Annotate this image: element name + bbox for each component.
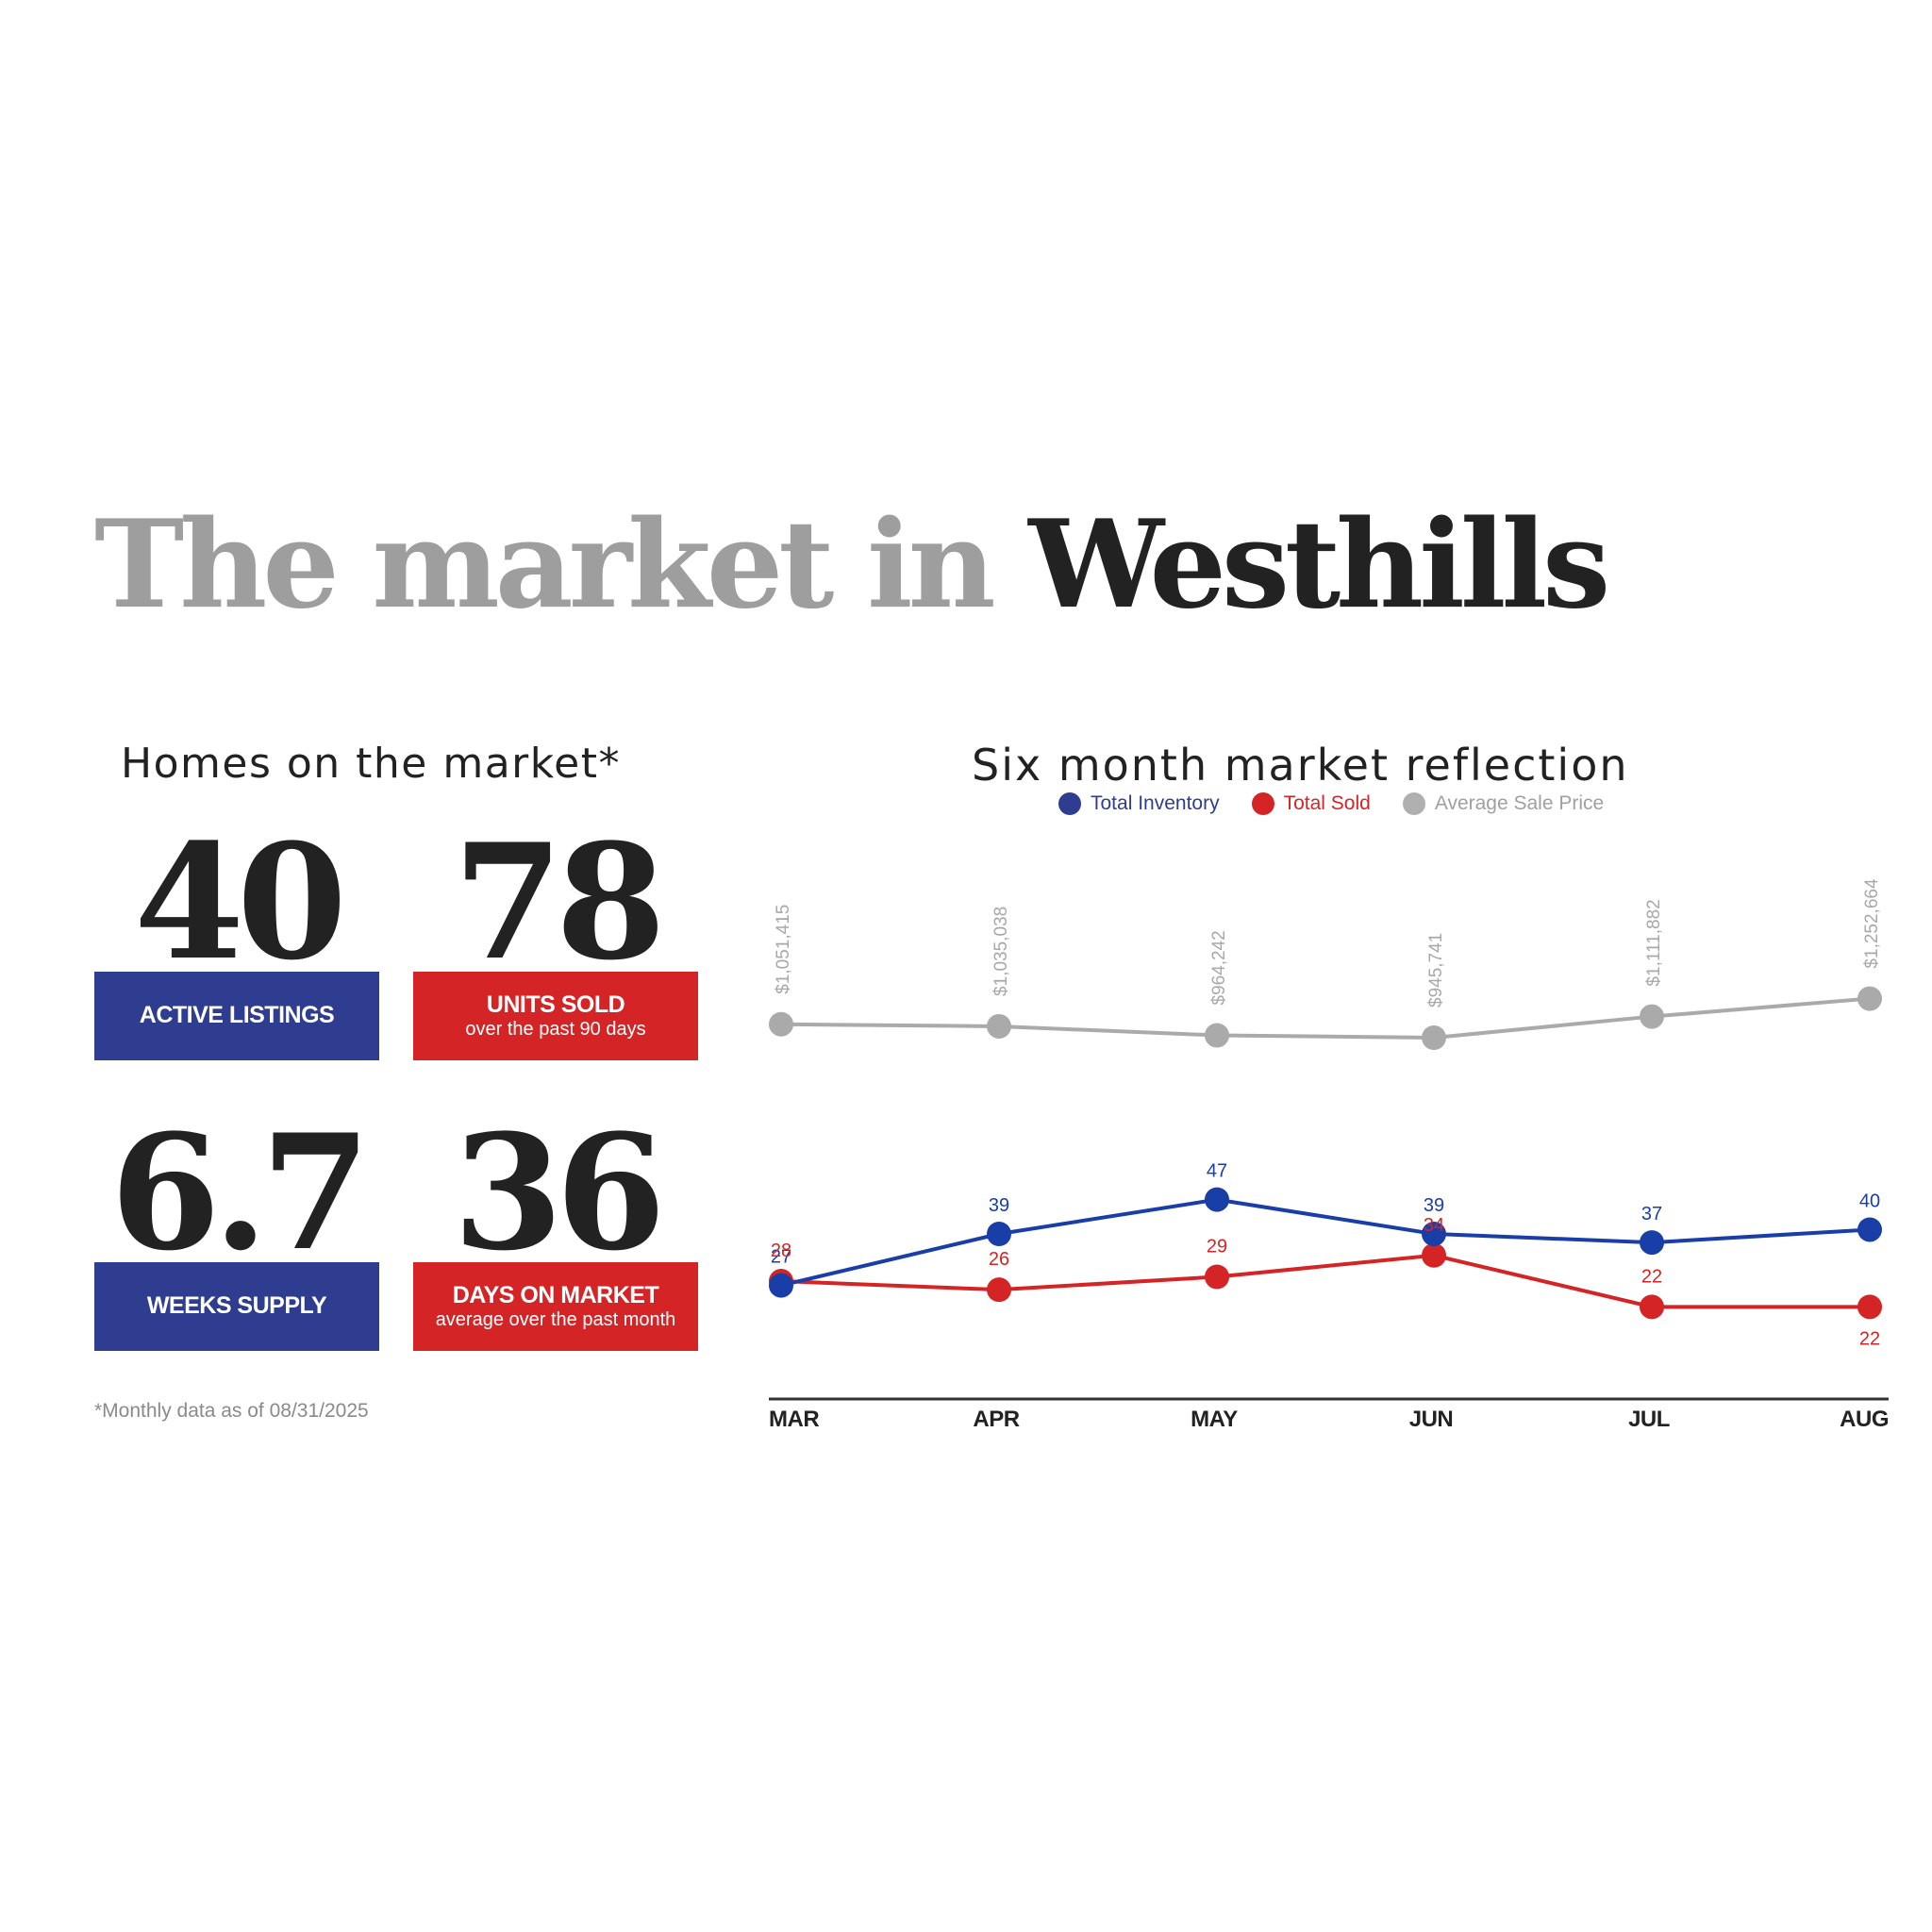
sold-series-point bbox=[1857, 1294, 1882, 1320]
stat-label-box: DAYS ON MARKET average over the past mon… bbox=[413, 1262, 698, 1351]
inventory-series-line bbox=[780, 1197, 1871, 1288]
stat-label: WEEKS SUPPLY bbox=[146, 1292, 327, 1320]
price-series-point bbox=[1205, 1023, 1229, 1048]
x-tick-label: JUL bbox=[1628, 1407, 1670, 1432]
legend-dot-sold bbox=[1251, 792, 1274, 815]
stat-label: ACTIVE LISTINGS bbox=[139, 1002, 335, 1029]
chart-title: Six month market reflection bbox=[972, 740, 1629, 791]
sold-data-label: 28 bbox=[771, 1241, 791, 1261]
stat-sublabel: average over the past month bbox=[435, 1308, 676, 1330]
price-series-point bbox=[1422, 1025, 1446, 1050]
inventory-data-label: 27 bbox=[771, 1247, 791, 1268]
price-data-label: $1,035,038 bbox=[991, 907, 1011, 996]
inventory-series-point bbox=[1205, 1187, 1229, 1212]
legend-dot-inventory bbox=[1058, 792, 1081, 815]
sold-series-point bbox=[1422, 1242, 1446, 1268]
price-series-point bbox=[1857, 986, 1882, 1011]
homes-title: Homes on the market* bbox=[121, 740, 621, 788]
stat-label-box: WEEKS SUPPLY bbox=[94, 1262, 379, 1351]
footnote: *Monthly data as of 08/31/2025 bbox=[94, 1400, 369, 1422]
stat-value: 78 bbox=[453, 808, 666, 995]
title-prefix: The market in bbox=[94, 494, 996, 636]
stat-days-on-market: 36 DAYS ON MARKET average over the past … bbox=[413, 1113, 698, 1351]
stat-weeks-supply: 6.7 WEEKS SUPPLY bbox=[94, 1113, 379, 1351]
inventory-series-point bbox=[1422, 1222, 1446, 1246]
inventory-data-label: 39 bbox=[1424, 1195, 1444, 1216]
sold-series-point bbox=[1640, 1294, 1664, 1320]
sold-data-label: 22 bbox=[1641, 1266, 1662, 1287]
price-series-point bbox=[769, 1011, 793, 1037]
inventory-data-label: 39 bbox=[989, 1195, 1009, 1216]
sold-series-point bbox=[987, 1277, 1011, 1303]
stat-value: 36 bbox=[453, 1099, 666, 1286]
page-title: The market in Westhills bbox=[94, 505, 1610, 625]
stat-label-box: ACTIVE LISTINGS bbox=[94, 972, 379, 1060]
price-data-label: $1,111,882 bbox=[1644, 899, 1664, 986]
x-tick-label: APR bbox=[973, 1407, 1019, 1432]
chart-legend: Total Inventory Total Sold Average Sale … bbox=[1058, 792, 1604, 815]
stat-value: 40 bbox=[134, 808, 347, 995]
legend-item-sold: Total Sold bbox=[1251, 792, 1371, 815]
legend-item-inventory: Total Inventory bbox=[1058, 792, 1220, 815]
inventory-data-label: 47 bbox=[1207, 1161, 1227, 1182]
price-series-line bbox=[780, 996, 1871, 1041]
stat-value: 6.7 bbox=[109, 1099, 371, 1286]
sold-series-point bbox=[1205, 1264, 1229, 1290]
x-tick-label: JUN bbox=[1409, 1407, 1454, 1432]
stat-units-sold: 78 UNITS SOLD over the past 90 days bbox=[413, 823, 698, 1060]
inventory-data-label: 37 bbox=[1641, 1204, 1662, 1224]
sold-series-line bbox=[780, 1253, 1870, 1309]
sold-data-label: 34 bbox=[1424, 1215, 1444, 1236]
legend-item-price: Average Sale Price bbox=[1402, 792, 1605, 815]
legend-label: Average Sale Price bbox=[1434, 792, 1605, 814]
price-data-label: $1,051,415 bbox=[774, 905, 793, 994]
stat-label: DAYS ON MARKET bbox=[452, 1282, 659, 1309]
stat-label-box: UNITS SOLD over the past 90 days bbox=[413, 972, 698, 1060]
x-tick-label: AUG bbox=[1840, 1407, 1889, 1432]
inventory-series-point bbox=[1640, 1230, 1664, 1256]
inventory-data-label: 40 bbox=[1859, 1191, 1880, 1211]
x-tick-label: MAR bbox=[769, 1407, 819, 1432]
stat-label: UNITS SOLD bbox=[486, 991, 625, 1019]
stat-sublabel: over the past 90 days bbox=[465, 1018, 646, 1040]
title-place: Westhills bbox=[1028, 494, 1610, 636]
sold-data-label: 26 bbox=[989, 1249, 1009, 1270]
inventory-series-point bbox=[1857, 1217, 1882, 1242]
sold-data-label: 22 bbox=[1859, 1328, 1880, 1349]
price-data-label: $1,252,664 bbox=[1862, 878, 1882, 969]
legend-dot-price bbox=[1402, 792, 1425, 815]
price-series-point bbox=[987, 1013, 1011, 1039]
inventory-series-point bbox=[769, 1273, 793, 1298]
price-data-label: $945,741 bbox=[1426, 933, 1446, 1008]
x-tick-label: MAY bbox=[1191, 1407, 1238, 1432]
stat-active-listings: 40 ACTIVE LISTINGS bbox=[94, 823, 379, 1060]
price-data-label: $964,242 bbox=[1209, 930, 1229, 1005]
inventory-series-point bbox=[987, 1222, 1011, 1246]
price-series-point bbox=[1640, 1004, 1664, 1029]
sold-data-label: 29 bbox=[1207, 1237, 1227, 1257]
legend-label: Total Inventory bbox=[1091, 792, 1220, 814]
legend-label: Total Sold bbox=[1283, 792, 1371, 814]
